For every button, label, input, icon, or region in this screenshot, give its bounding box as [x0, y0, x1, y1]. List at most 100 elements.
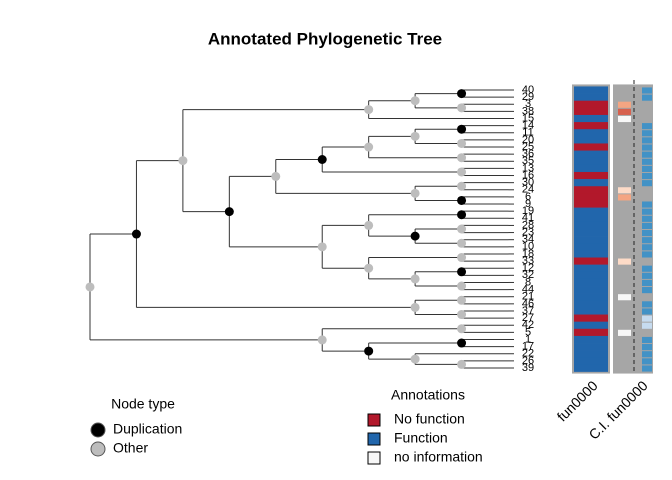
ci-cell	[642, 308, 652, 315]
tip-label: 46	[522, 298, 534, 310]
ci-cell	[642, 123, 652, 130]
ci-cell	[642, 201, 652, 208]
tip-label: 17	[522, 341, 534, 353]
legend-label: Other	[113, 440, 148, 456]
ci-cell	[618, 329, 631, 336]
tip-label: 6	[525, 191, 531, 203]
legend-label: No function	[394, 411, 465, 427]
annotation-cell	[574, 207, 608, 216]
annotation-cell	[574, 107, 608, 116]
annotation-cell	[574, 221, 608, 230]
tip-label: 37	[522, 305, 534, 317]
tip-label: 15	[522, 112, 534, 124]
node	[131, 229, 141, 239]
annotation-cell	[574, 164, 608, 173]
ci-cell	[642, 144, 652, 151]
node	[457, 210, 467, 220]
ci-cell	[618, 194, 631, 201]
ci-cell	[642, 351, 652, 358]
tip-label: 21	[522, 291, 534, 303]
ci-cell	[642, 172, 652, 180]
annotation-cell	[574, 136, 608, 144]
ci-cell	[618, 187, 631, 194]
ci-cell	[642, 158, 652, 165]
tip-label: 22	[522, 348, 534, 360]
tip-label: 12	[522, 262, 534, 274]
tip-label: 33	[522, 255, 534, 267]
annotation-cell	[574, 186, 608, 194]
ci-cell	[642, 215, 652, 222]
node	[271, 171, 281, 181]
ci-cell	[642, 365, 652, 372]
annotation-cell	[574, 179, 608, 187]
node	[457, 324, 467, 334]
ci-cell	[618, 108, 631, 115]
annotation-cell	[574, 157, 608, 166]
annotation-cell	[574, 114, 608, 123]
node	[457, 103, 467, 113]
node	[457, 253, 467, 263]
ci-cell	[642, 94, 652, 101]
tip-label: 38	[522, 105, 534, 117]
tip-label: 41	[522, 212, 534, 224]
annotation-cell	[574, 250, 608, 258]
node	[364, 220, 374, 230]
ci-cell	[642, 287, 652, 294]
ci-cell	[642, 344, 652, 351]
legend-marker	[90, 441, 106, 457]
chart-title: Annotated Phylogenetic Tree	[208, 29, 442, 48]
node	[224, 207, 234, 217]
ci-cell	[642, 237, 652, 244]
ci-cell	[642, 130, 652, 137]
annotation-cell	[574, 357, 608, 365]
legend-label: Function	[394, 430, 448, 446]
ci-cell	[618, 115, 631, 123]
annotation-cell	[574, 321, 608, 330]
tip-label: 16	[522, 169, 534, 181]
ci-cell	[642, 244, 652, 251]
ci-cell	[642, 137, 652, 144]
node	[457, 359, 467, 369]
legend-swatch	[367, 413, 381, 427]
ci-cell	[618, 258, 631, 265]
node	[457, 138, 467, 148]
annotation-cell	[574, 143, 608, 151]
tip-label: 39	[522, 362, 534, 374]
node	[410, 274, 420, 284]
tip-label: 44	[522, 283, 534, 295]
node	[85, 282, 95, 292]
node	[410, 131, 420, 141]
legend-swatch	[367, 451, 381, 465]
ci-cell	[642, 322, 652, 329]
tip-label: 32	[522, 269, 534, 281]
tip-label: 42	[522, 319, 534, 331]
annotation-cell	[574, 129, 608, 137]
node	[457, 181, 467, 191]
annotation-cell	[574, 350, 608, 358]
node	[178, 156, 188, 166]
annotation-cell	[574, 286, 608, 294]
node	[457, 267, 467, 277]
legend-label: no information	[394, 449, 483, 465]
annotation-cell	[574, 150, 608, 159]
tip-label: 35	[522, 155, 534, 167]
tip-label: 27	[522, 312, 534, 324]
ci-cell	[642, 251, 652, 258]
tip-label: 40	[522, 84, 534, 96]
tip-label: 28	[522, 219, 534, 231]
ci-cell	[642, 180, 652, 187]
tip-label: 24	[522, 184, 534, 196]
ci-cell	[642, 272, 652, 279]
ci-cell	[642, 265, 652, 272]
annotation-cell	[574, 271, 608, 280]
node	[457, 89, 467, 99]
annotation-cell	[574, 171, 608, 180]
node	[457, 238, 467, 248]
ci-cell	[642, 358, 652, 365]
ci-cell	[642, 315, 652, 322]
node	[364, 263, 374, 273]
tip-label: 36	[522, 148, 534, 160]
node	[364, 346, 374, 356]
legend-swatch	[367, 432, 381, 446]
annotation-cell	[574, 243, 608, 251]
